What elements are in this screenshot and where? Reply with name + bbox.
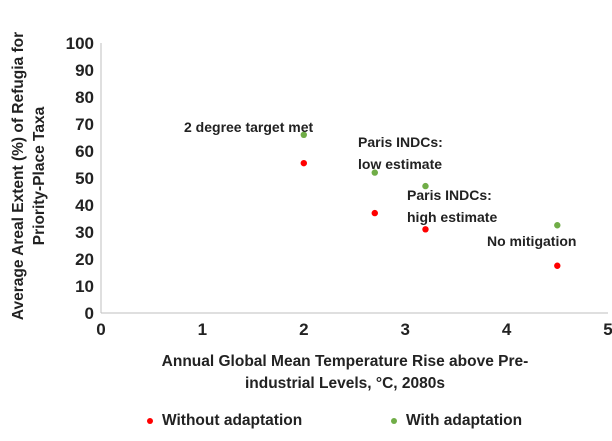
y-tick-label: 10 <box>75 277 94 296</box>
legend-item-with-adaptation: With adaptation <box>391 412 522 430</box>
x-axis-title: Annual Global Mean Temperature Rise abov… <box>110 351 580 395</box>
data-point-without-adaptation <box>422 226 429 233</box>
legend-label-with-adaptation: With adaptation <box>406 412 523 429</box>
x-tick-label: 2 <box>299 320 308 339</box>
legend-item-without-adaptation: Without adaptation <box>147 412 302 430</box>
y-tick-label: 60 <box>75 142 94 161</box>
x-axis-title-line-2: industrial Levels, °C, 2080s <box>244 375 446 392</box>
data-point-without-adaptation <box>554 262 561 269</box>
legend: Without adaptation With adaptation <box>0 412 612 438</box>
annotation-label: high estimate <box>407 209 497 225</box>
y-tick-label: 100 <box>66 34 94 53</box>
x-tick-label: 0 <box>96 320 105 339</box>
y-axis-title-line-2: Priority-Place Taxa <box>31 106 48 246</box>
x-tick-label: 3 <box>400 320 409 339</box>
legend-marker-with-adaptation <box>391 418 397 424</box>
data-point-with-adaptation <box>300 131 307 138</box>
data-point-without-adaptation <box>371 209 378 217</box>
x-tick-label: 1 <box>198 320 207 339</box>
y-tick-label: 40 <box>75 196 94 215</box>
data-point-with-adaptation <box>554 222 561 229</box>
data-point-without-adaptation <box>300 159 307 167</box>
y-tick-label: 0 <box>85 304 94 323</box>
y-tick-label: 50 <box>75 169 94 188</box>
y-tick-label: 90 <box>75 61 94 80</box>
y-tick-label: 30 <box>75 223 94 242</box>
annotation-label: Paris INDCs: <box>407 187 492 203</box>
y-axis-title-line-1: Average Areal Extent (%) of Refugia for <box>10 31 27 321</box>
y-tick-label: 70 <box>75 115 94 134</box>
y-tick-label: 80 <box>75 88 94 107</box>
annotation-label: Paris INDCs: <box>358 134 443 150</box>
x-tick-label: 4 <box>502 320 512 339</box>
legend-label-without-adaptation: Without adaptation <box>162 412 303 429</box>
data-point-with-adaptation <box>422 182 429 190</box>
legend-marker-without-adaptation <box>147 418 153 424</box>
y-axis-title: Average Areal Extent (%) of Refugia for … <box>4 2 54 350</box>
data-point-with-adaptation <box>371 169 378 176</box>
x-tick-label: 5 <box>603 320 612 339</box>
annotation-label: low estimate <box>358 156 442 172</box>
y-tick-label: 20 <box>75 250 94 269</box>
annotation-label: 2 degree target met <box>184 119 313 135</box>
x-axis-title-line-1: Annual Global Mean Temperature Rise abov… <box>161 353 529 370</box>
annotation-label: No mitigation <box>487 233 576 249</box>
